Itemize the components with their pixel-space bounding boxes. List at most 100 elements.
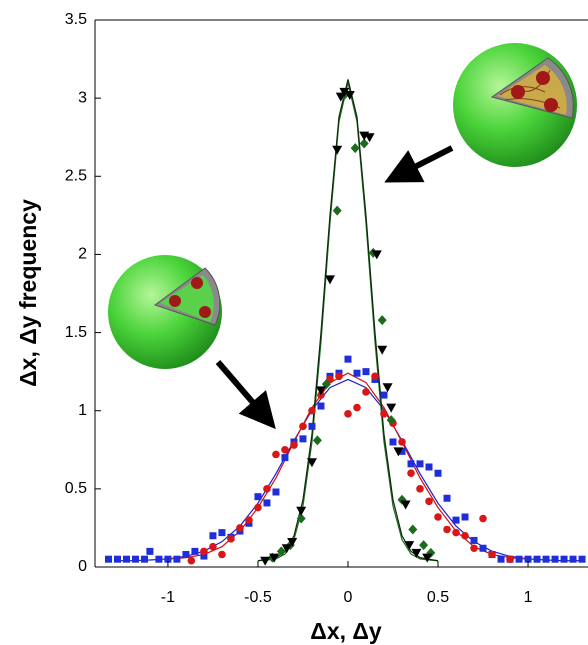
plot-area xyxy=(105,79,586,566)
point xyxy=(377,345,388,355)
point xyxy=(452,528,460,537)
point xyxy=(164,555,172,563)
point xyxy=(218,550,226,559)
point xyxy=(371,372,379,381)
point xyxy=(533,555,541,563)
point xyxy=(200,552,208,560)
point xyxy=(182,550,190,558)
point xyxy=(542,555,550,563)
particle xyxy=(199,306,211,318)
point xyxy=(123,555,131,563)
point xyxy=(332,205,342,216)
point xyxy=(479,514,487,523)
point xyxy=(362,368,370,376)
point xyxy=(344,355,352,363)
point xyxy=(353,369,361,377)
point xyxy=(281,445,289,454)
point xyxy=(269,553,280,563)
y-tick-label: 1.5 xyxy=(65,324,87,341)
point xyxy=(350,143,360,154)
point xyxy=(434,469,442,477)
point xyxy=(306,458,317,468)
point xyxy=(324,275,335,285)
point xyxy=(551,555,559,563)
point xyxy=(260,556,271,566)
point xyxy=(344,91,355,101)
point xyxy=(479,544,487,552)
point xyxy=(299,435,307,443)
point xyxy=(452,516,460,524)
point xyxy=(344,410,352,418)
point xyxy=(425,463,433,471)
point xyxy=(312,435,322,446)
point xyxy=(308,422,316,430)
particle xyxy=(544,98,558,112)
point xyxy=(236,524,244,532)
y-tick-label: 3.5 xyxy=(65,11,87,28)
arrow xyxy=(215,360,276,430)
point xyxy=(411,548,422,558)
point xyxy=(461,513,469,521)
point xyxy=(422,553,433,563)
point xyxy=(353,403,361,412)
point xyxy=(362,388,370,396)
point xyxy=(315,386,326,396)
fit-line xyxy=(257,79,439,562)
point xyxy=(218,529,226,537)
y-tick-label: 1 xyxy=(78,402,87,419)
point xyxy=(254,503,262,512)
particle xyxy=(511,85,525,99)
point xyxy=(141,555,149,563)
point xyxy=(560,555,568,563)
point xyxy=(515,555,523,563)
point xyxy=(332,145,343,155)
point xyxy=(377,315,387,326)
point xyxy=(187,556,196,565)
point xyxy=(389,438,397,446)
point xyxy=(380,410,388,418)
point xyxy=(272,488,280,496)
point xyxy=(434,513,442,521)
illustration-small xyxy=(108,255,276,430)
point xyxy=(506,555,514,563)
point xyxy=(209,532,217,540)
fit-line xyxy=(167,372,529,560)
point xyxy=(227,535,235,543)
axes xyxy=(94,19,588,568)
x-tick-label: 0.5 xyxy=(427,589,449,606)
point xyxy=(398,447,406,455)
point xyxy=(296,506,307,516)
point xyxy=(200,547,208,556)
x-tick-label: 1 xyxy=(524,589,533,606)
point xyxy=(254,493,262,501)
point xyxy=(335,372,343,381)
point xyxy=(299,422,307,431)
point xyxy=(443,525,451,534)
x-tick-label: -1 xyxy=(161,589,175,606)
point xyxy=(386,415,396,426)
point xyxy=(371,250,382,260)
particle xyxy=(169,295,181,307)
particle xyxy=(191,277,203,289)
point xyxy=(380,391,388,399)
y-tick-label: 0 xyxy=(78,558,87,575)
point xyxy=(470,536,478,544)
point xyxy=(191,547,199,555)
point xyxy=(146,547,154,555)
point xyxy=(488,550,496,559)
point xyxy=(105,555,113,563)
point xyxy=(416,485,424,493)
point xyxy=(114,555,122,563)
y-tick-label: 3 xyxy=(78,89,87,106)
point xyxy=(290,441,298,449)
point xyxy=(569,555,577,563)
point xyxy=(272,450,280,459)
x-tick-label: 0 xyxy=(344,589,353,606)
point xyxy=(263,499,271,507)
point xyxy=(404,541,415,551)
point xyxy=(407,469,415,478)
point xyxy=(524,555,532,563)
point xyxy=(425,497,433,506)
